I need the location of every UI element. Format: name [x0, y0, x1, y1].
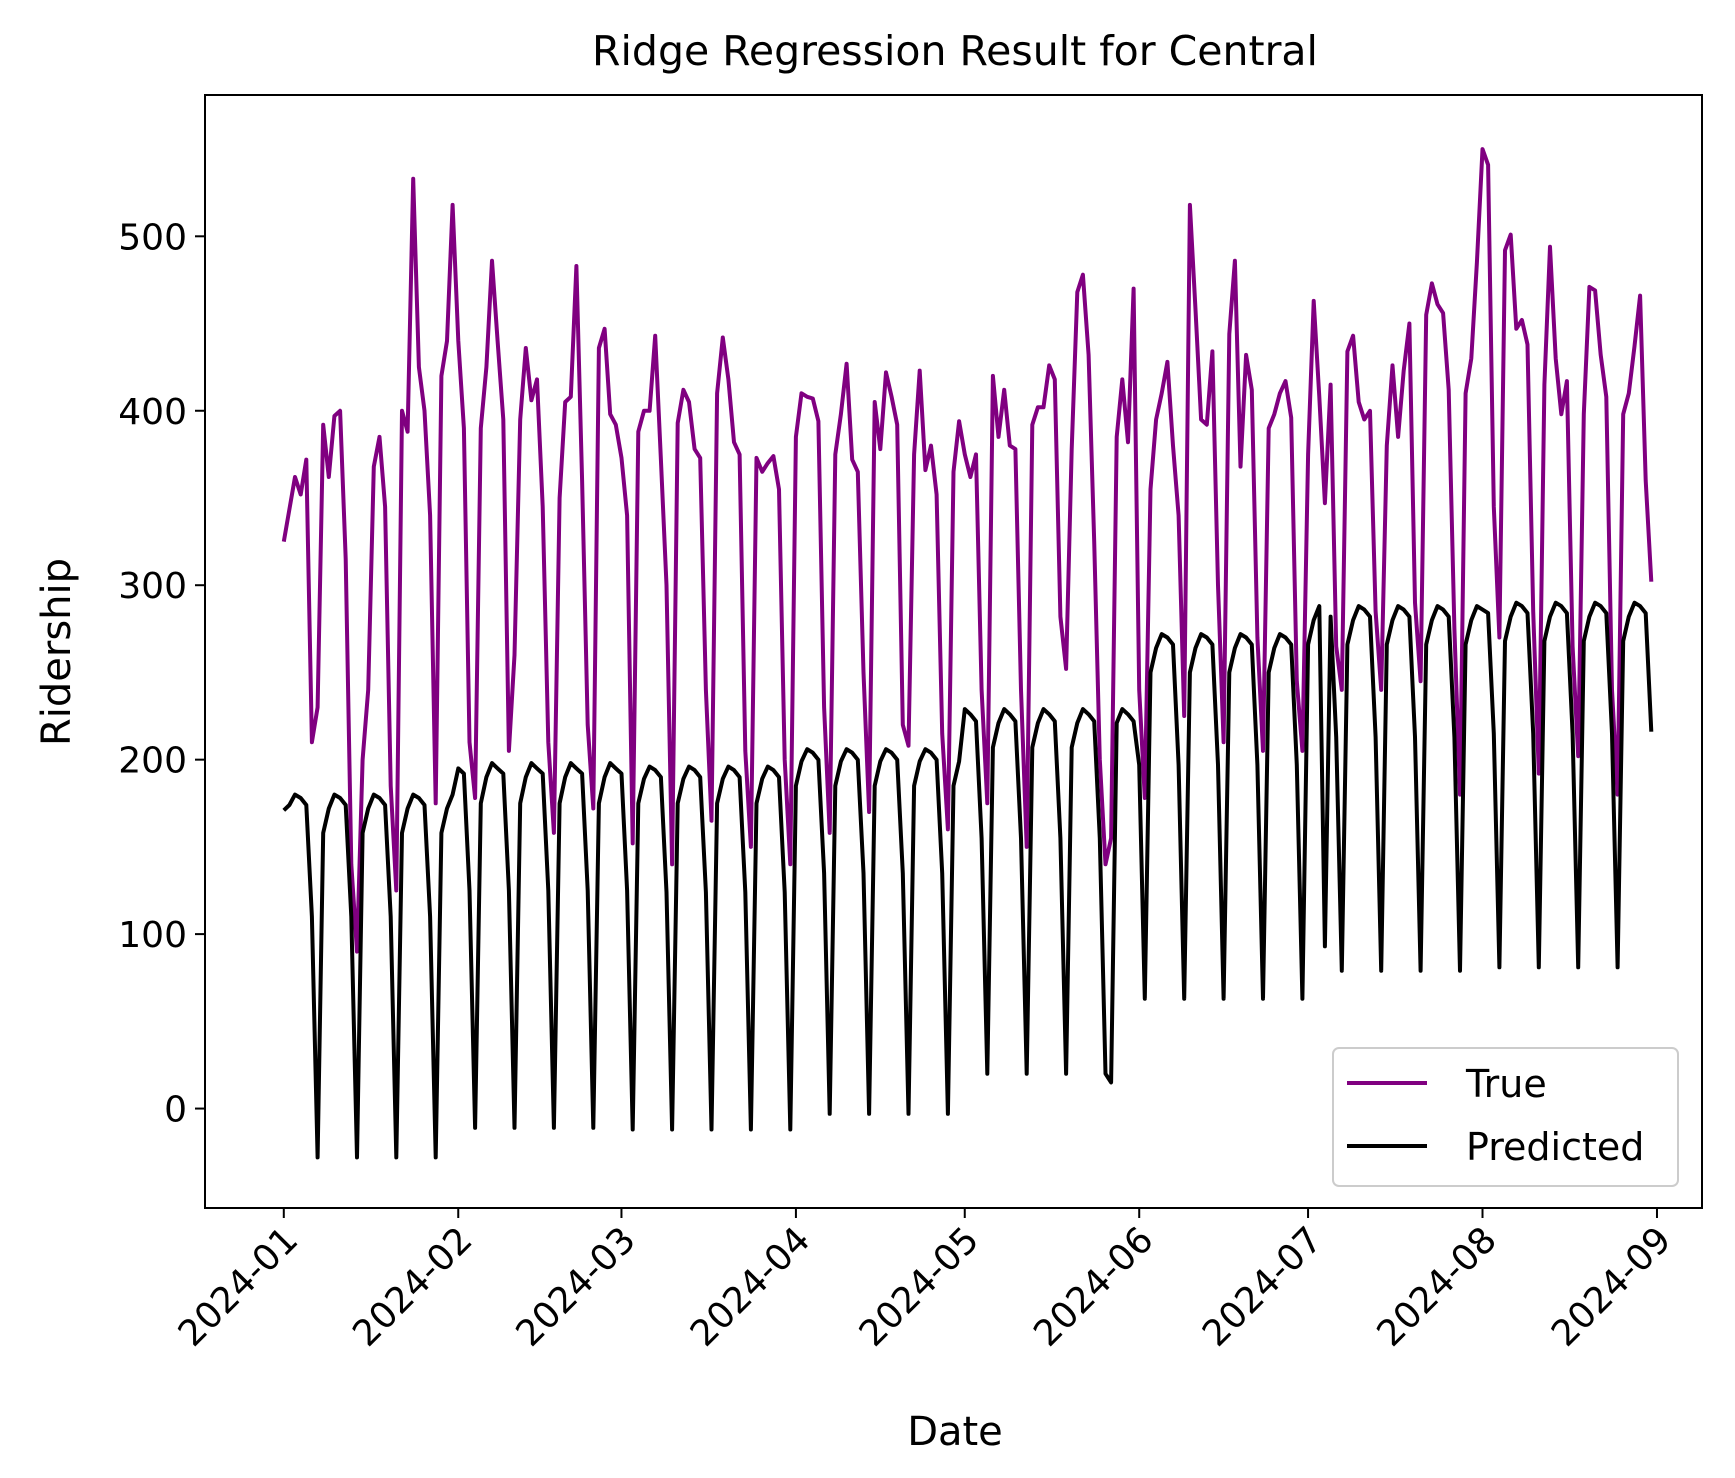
- y-tick-label: 100: [118, 915, 187, 956]
- y-axis-ticks: 0 100 200 300 400 500: [118, 217, 205, 1131]
- series-line-predicted: [282, 600, 1654, 1160]
- legend: True Predicted: [1332, 1047, 1679, 1187]
- legend-label-predicted: Predicted: [1466, 1125, 1644, 1169]
- y-tick-label: 300: [118, 566, 187, 607]
- y-axis-label: Ridership: [34, 558, 80, 746]
- y-tick-label: 500: [118, 217, 187, 258]
- series-layer: [281, 147, 1654, 1160]
- y-tick-label: 200: [118, 741, 187, 782]
- legend-label-true: True: [1465, 1062, 1547, 1106]
- chart-title: Ridge Regression Result for Central: [592, 27, 1318, 75]
- plot-frame: [204, 94, 1703, 1209]
- x-axis-label: Date: [907, 1409, 1003, 1455]
- y-tick-label: 400: [118, 392, 187, 433]
- y-tick-label: 0: [164, 1090, 187, 1131]
- series-line-true: [281, 147, 1654, 954]
